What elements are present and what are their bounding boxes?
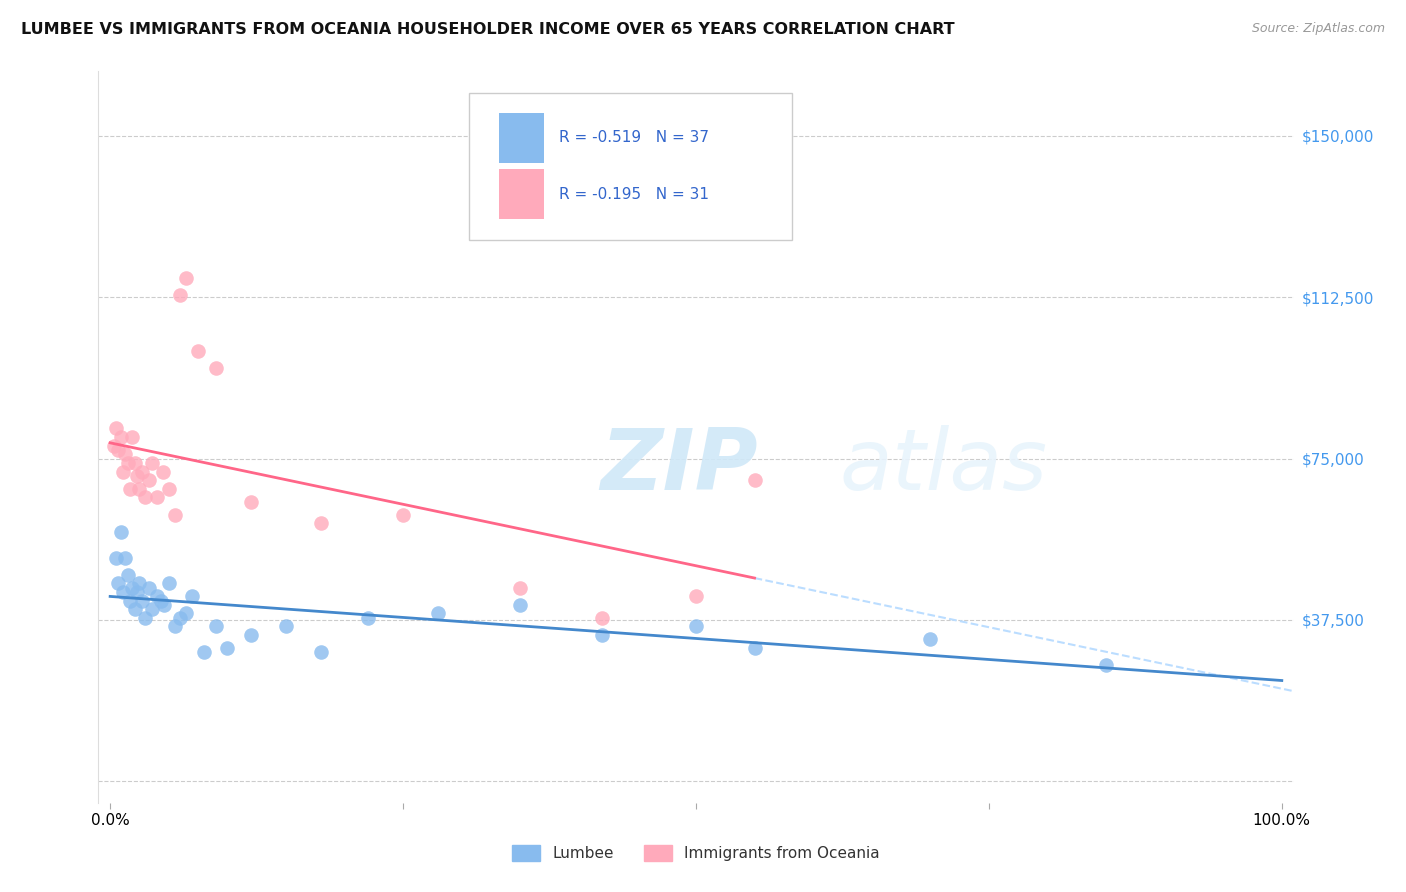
- Point: [121, 430, 143, 444]
- Point: [152, 465, 174, 479]
- Point: [141, 602, 163, 616]
- Point: [127, 585, 149, 599]
- Point: [744, 473, 766, 487]
- Legend: Lumbee, Immigrants from Oceania: Lumbee, Immigrants from Oceania: [512, 845, 880, 861]
- Point: [114, 550, 136, 565]
- Point: [103, 439, 125, 453]
- Point: [124, 456, 146, 470]
- Point: [141, 456, 163, 470]
- Point: [174, 271, 197, 285]
- Point: [138, 581, 160, 595]
- Point: [149, 593, 172, 607]
- Point: [163, 508, 186, 522]
- Text: R = -0.519   N = 37: R = -0.519 N = 37: [558, 129, 709, 145]
- Point: [117, 456, 139, 470]
- FancyBboxPatch shape: [499, 113, 544, 163]
- Text: Source: ZipAtlas.com: Source: ZipAtlas.com: [1251, 22, 1385, 36]
- Point: [120, 593, 141, 607]
- Point: [685, 619, 707, 633]
- FancyBboxPatch shape: [499, 169, 544, 219]
- Text: atlas: atlas: [839, 425, 1047, 508]
- Point: [357, 611, 380, 625]
- Point: [157, 576, 180, 591]
- Point: [181, 589, 204, 603]
- Point: [157, 482, 180, 496]
- Point: [685, 589, 707, 603]
- Point: [744, 640, 766, 655]
- Point: [217, 640, 239, 655]
- Point: [274, 619, 297, 633]
- Point: [163, 619, 186, 633]
- Point: [204, 361, 226, 376]
- Point: [138, 473, 160, 487]
- Point: [153, 598, 176, 612]
- Point: [134, 611, 156, 625]
- Point: [121, 581, 143, 595]
- Point: [309, 516, 332, 530]
- Point: [204, 619, 226, 633]
- Point: [124, 602, 146, 616]
- Point: [309, 645, 332, 659]
- Point: [146, 589, 169, 603]
- Point: [117, 567, 139, 582]
- Point: [110, 524, 132, 539]
- Point: [169, 611, 191, 625]
- Point: [134, 491, 156, 505]
- FancyBboxPatch shape: [470, 94, 792, 240]
- Point: [107, 576, 129, 591]
- Point: [105, 421, 128, 435]
- Point: [509, 581, 531, 595]
- Point: [239, 494, 262, 508]
- Point: [127, 468, 149, 483]
- Point: [128, 482, 150, 496]
- Point: [187, 344, 209, 359]
- Point: [146, 491, 169, 505]
- Point: [591, 628, 613, 642]
- Point: [105, 550, 128, 565]
- Point: [110, 430, 132, 444]
- Point: [114, 447, 136, 461]
- Point: [120, 482, 141, 496]
- Point: [427, 607, 450, 621]
- Point: [239, 628, 262, 642]
- Point: [107, 442, 129, 457]
- Point: [591, 611, 613, 625]
- Text: R = -0.195   N = 31: R = -0.195 N = 31: [558, 186, 709, 202]
- Point: [174, 607, 197, 621]
- Point: [169, 288, 191, 302]
- Text: ZIP: ZIP: [600, 425, 758, 508]
- Point: [112, 585, 135, 599]
- Point: [920, 632, 942, 647]
- Point: [128, 576, 150, 591]
- Point: [193, 645, 215, 659]
- Point: [131, 593, 153, 607]
- Text: LUMBEE VS IMMIGRANTS FROM OCEANIA HOUSEHOLDER INCOME OVER 65 YEARS CORRELATION C: LUMBEE VS IMMIGRANTS FROM OCEANIA HOUSEH…: [21, 22, 955, 37]
- Point: [509, 598, 531, 612]
- Point: [392, 508, 415, 522]
- Point: [1095, 658, 1118, 673]
- Point: [112, 465, 135, 479]
- Point: [131, 465, 153, 479]
